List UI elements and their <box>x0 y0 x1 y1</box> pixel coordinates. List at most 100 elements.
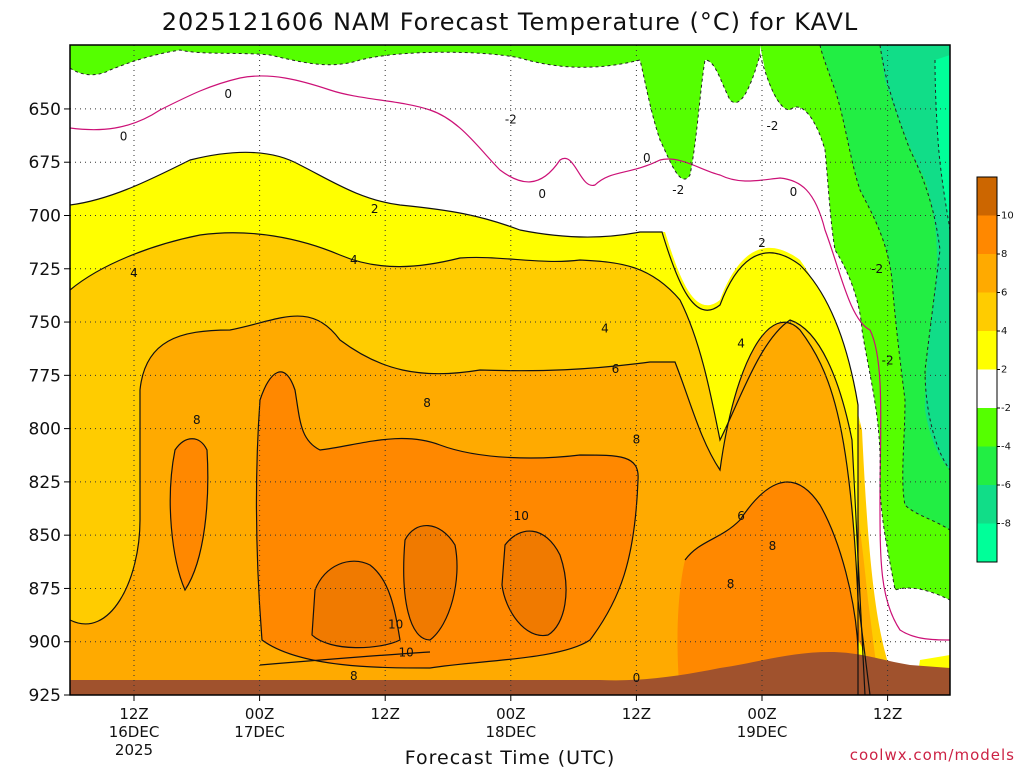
colorbar-label: -2 <box>1001 403 1011 414</box>
contour-label: 6 <box>612 362 620 376</box>
plot-frame <box>69 44 951 696</box>
x-tick-label: 16DEC <box>109 723 160 741</box>
contour-2c <box>70 151 859 695</box>
fill-minus8-right <box>935 55 950 230</box>
fill-minus6-right <box>880 45 950 470</box>
x-tick-label: 00Z <box>747 705 776 723</box>
contour-label: 0 <box>643 151 651 165</box>
contour-label: 4 <box>737 336 745 350</box>
y-tick-label: 925 <box>29 686 61 706</box>
contour-label: -2 <box>871 262 883 276</box>
terrain-surface <box>70 652 950 695</box>
contour-label: 0 <box>120 130 128 144</box>
colorbar-segment <box>977 254 997 293</box>
y-tick-label: 850 <box>29 526 61 546</box>
fill-8-10-right-restore <box>677 482 858 695</box>
y-tick-label: 775 <box>29 366 61 386</box>
contour-label: 8 <box>727 577 735 591</box>
colorbar-label: 6 <box>1001 288 1007 299</box>
colorbar-segment <box>977 369 997 408</box>
negative-contours <box>70 45 950 601</box>
contour-label: 8 <box>633 432 641 446</box>
contour-label: 10 <box>398 645 413 659</box>
colorbar-segment <box>977 485 997 524</box>
y-axis: 650 675 700 725 750 775 800 825 850 875 900 925 <box>29 100 70 706</box>
contour-label: 8 <box>193 413 201 427</box>
contour-lines <box>70 75 950 695</box>
colorbar-segment <box>977 215 997 254</box>
colorbar-segment <box>977 523 997 562</box>
contour-10c-lower <box>259 651 431 666</box>
contour-label: -2 <box>882 353 894 367</box>
y-tick-label: 650 <box>29 100 61 120</box>
contour-label: 10 <box>388 618 403 632</box>
contour-10c-a2 <box>403 525 458 641</box>
contour-label: 8 <box>423 396 431 410</box>
colorbar-label: -4 <box>1001 442 1011 453</box>
contour-minus2c <box>70 49 950 601</box>
x-tick-label: 19DEC <box>737 723 788 741</box>
contour-label: 0 <box>790 185 798 199</box>
contour-label: 8 <box>769 539 777 553</box>
y-tick-label: 800 <box>29 420 61 440</box>
contour-label: 0 <box>538 187 546 201</box>
contour-label: -2 <box>505 113 517 127</box>
contour-label: 4 <box>130 266 138 280</box>
fill-10-core-b <box>502 531 567 636</box>
fill-8-10-left-restore <box>170 438 208 590</box>
contour-10c-b <box>501 530 567 637</box>
contour-label: 6 <box>737 509 745 523</box>
x-tick-label: 17DEC <box>234 723 285 741</box>
colorbar-label: 4 <box>1001 326 1007 337</box>
contour-8c <box>255 371 639 669</box>
x-tick-label: 00Z <box>496 705 525 723</box>
fill-minus2-top-left <box>70 45 640 75</box>
x-tick-label: 12Z <box>371 705 400 723</box>
contour-label: 2 <box>758 236 766 250</box>
fill-10-core-a2 <box>403 525 458 640</box>
x-axis-label: Forecast Time (UTC) <box>405 747 615 768</box>
fill-10-core-a <box>312 561 400 648</box>
contour-0c <box>70 75 950 641</box>
contour-minus4c <box>819 45 950 531</box>
contour-minus6c <box>879 45 950 471</box>
contour-label: 0 <box>224 87 232 101</box>
x-tick-label: 2025 <box>115 741 153 759</box>
contour-label: 4 <box>350 253 358 267</box>
x-tick-label: 12Z <box>622 705 651 723</box>
colorbar-segment <box>977 446 997 485</box>
x-tick-label: 18DEC <box>486 723 537 741</box>
contour-8c-left <box>169 438 209 592</box>
contour-labels: 0 0 -2 0 0 -2 -2 0 2 2 4 4 4 4 6 8 8 8 10 6 8 8 10 10 8 -2 -2 0 <box>120 87 894 685</box>
colorbar-segment <box>977 408 997 447</box>
y-tick-label: 875 <box>29 579 61 599</box>
contour-label: 8 <box>350 669 358 683</box>
colorbar-label: 10 <box>1001 211 1014 222</box>
y-tick-label: 675 <box>29 153 61 173</box>
contour-4c <box>70 232 866 695</box>
contour-label: 4 <box>601 321 609 335</box>
fill-minus2-top-center <box>640 45 760 180</box>
y-tick-label: 900 <box>29 633 61 653</box>
contour-minus8c <box>934 59 950 231</box>
y-tick-label: 700 <box>29 206 61 226</box>
colorbar-segment <box>977 331 997 370</box>
y-tick-label: 725 <box>29 260 61 280</box>
colorbar-segment <box>977 177 997 216</box>
contour-10c-a <box>311 560 401 649</box>
y-tick-label: 825 <box>29 473 61 493</box>
y-tick-label: 750 <box>29 313 61 333</box>
watermark-text[interactable]: coolwx.com/models <box>850 746 1015 764</box>
colorbar-label: 8 <box>1001 249 1007 260</box>
fill-0-2 <box>70 45 950 695</box>
colorbar-segment <box>977 292 997 331</box>
x-tick-label: 00Z <box>245 705 274 723</box>
colorbar-label: -6 <box>1001 480 1011 491</box>
contour-label: 0 <box>633 671 641 685</box>
colorbar-label: 2 <box>1001 365 1007 376</box>
contour-label: 10 <box>514 509 529 523</box>
x-tick-label: 12Z <box>873 705 902 723</box>
colorbar-label: -8 <box>1001 519 1011 530</box>
